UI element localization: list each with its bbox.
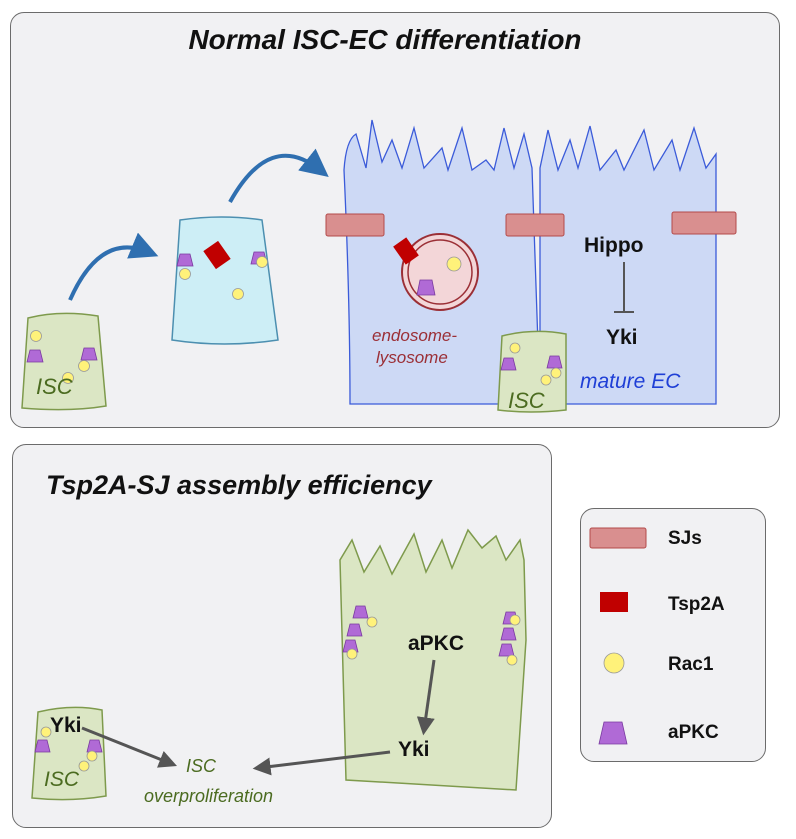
enterocyte-cell-right bbox=[539, 125, 717, 405]
legend-sj-label: SJs bbox=[668, 528, 702, 549]
hippo-label: Hippo bbox=[584, 234, 644, 257]
legend-rac1-swatch bbox=[603, 652, 625, 674]
apkc-marker bbox=[86, 739, 103, 753]
apkc-marker bbox=[500, 357, 517, 371]
overproliferation-label-line2: overproliferation bbox=[144, 786, 274, 806]
endosome-lysosome bbox=[401, 233, 479, 311]
rac1-marker bbox=[179, 268, 191, 280]
yki-label-ec: Yki bbox=[398, 738, 430, 761]
endosome-label-line2: lysosome bbox=[376, 348, 448, 367]
tsp2a-marker bbox=[203, 240, 231, 270]
apkc-label: aPKC bbox=[408, 632, 465, 655]
rac1-marker bbox=[30, 330, 42, 342]
apkc-marker bbox=[34, 739, 51, 753]
sj-marker bbox=[505, 213, 565, 237]
bottom-panel-title: Tsp2A-SJ assembly efficiency bbox=[46, 470, 432, 500]
rac1-marker bbox=[78, 760, 90, 772]
apkc-marker bbox=[500, 627, 517, 641]
isc-yki-to-overproliferation-arrow bbox=[81, 726, 178, 768]
rac1-marker bbox=[232, 288, 244, 300]
rac1-marker bbox=[550, 367, 562, 379]
apkc-to-yki-arrow bbox=[416, 659, 436, 736]
rac1-marker bbox=[509, 614, 521, 626]
rac1-marker bbox=[366, 616, 378, 628]
rac1-marker bbox=[540, 374, 552, 386]
apkc-marker bbox=[498, 643, 515, 657]
rac1-marker bbox=[446, 256, 462, 272]
isc-label: ISC bbox=[36, 374, 73, 399]
apkc-marker bbox=[416, 279, 436, 296]
mature-ec-label: mature EC bbox=[580, 370, 681, 393]
sj-marker bbox=[671, 211, 737, 235]
overproliferation-label-line1: ISC bbox=[186, 756, 217, 776]
legend-tsp2a-label: Tsp2A bbox=[668, 594, 725, 615]
rac1-marker bbox=[509, 342, 521, 354]
apkc-marker bbox=[26, 349, 44, 363]
legend-rac1-label: Rac1 bbox=[668, 654, 714, 675]
rac1-marker bbox=[256, 256, 268, 268]
rac1-marker bbox=[78, 360, 90, 372]
apkc-marker bbox=[352, 605, 369, 619]
yki-label-isc: Yki bbox=[50, 714, 82, 737]
rac1-marker bbox=[506, 654, 518, 666]
apkc-marker bbox=[546, 355, 563, 369]
apkc-marker bbox=[80, 347, 98, 361]
yki-to-overproliferation-arrow bbox=[252, 750, 391, 776]
apkc-marker bbox=[342, 639, 359, 653]
sj-marker bbox=[325, 213, 385, 237]
isc-label-center: ISC bbox=[508, 388, 545, 413]
progenitor-cell bbox=[171, 216, 279, 345]
legend-panel bbox=[580, 508, 766, 762]
tsp2a-marker bbox=[393, 237, 419, 265]
apkc-marker bbox=[346, 623, 363, 637]
legend-tsp2a-swatch bbox=[600, 592, 628, 612]
legend-apkc-label: aPKC bbox=[668, 722, 719, 743]
endosome-label-line1: endosome- bbox=[372, 326, 458, 345]
rac1-marker bbox=[62, 372, 74, 384]
legend-apkc-swatch bbox=[598, 721, 628, 745]
rac1-marker bbox=[86, 750, 98, 762]
rac1-marker bbox=[346, 648, 358, 660]
yki-label-top: Yki bbox=[606, 326, 638, 349]
differentiation-arrow-2 bbox=[228, 148, 329, 203]
apkc-marker bbox=[176, 253, 194, 267]
top-panel-title: Normal ISC-EC differentiation bbox=[188, 24, 582, 55]
isc-cell-left bbox=[21, 312, 107, 411]
rac1-marker bbox=[40, 726, 52, 738]
isc-label-bottom: ISC bbox=[44, 768, 80, 791]
legend-sj-swatch bbox=[589, 527, 647, 549]
differentiation-arrow-1 bbox=[68, 232, 159, 301]
